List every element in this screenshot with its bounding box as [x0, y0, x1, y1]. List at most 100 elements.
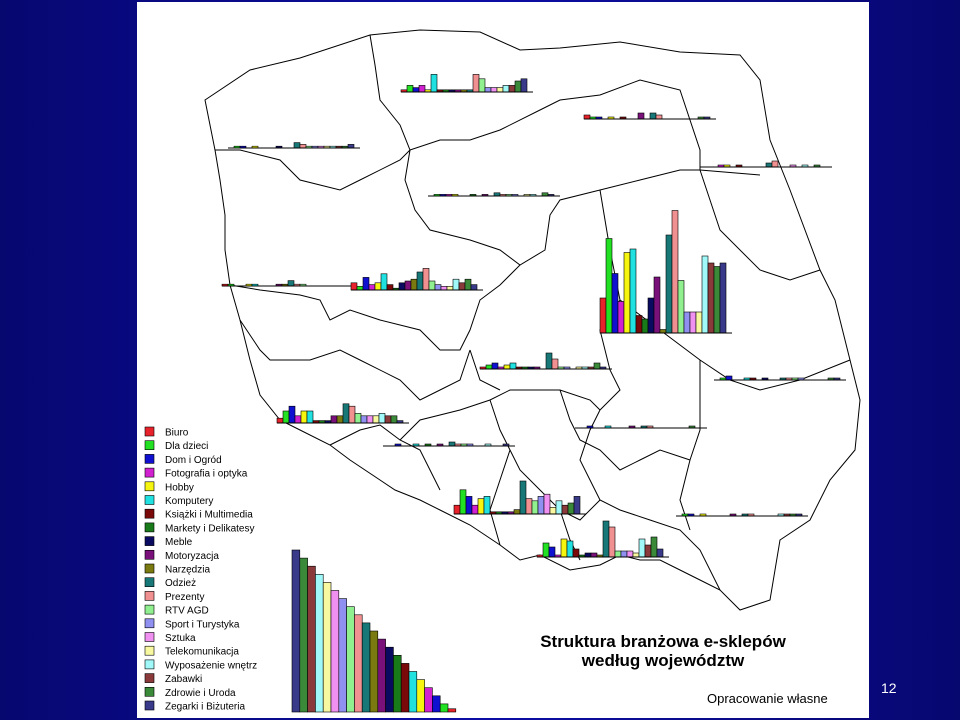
bar-warmińsko-mazurskie-0	[583, 114, 591, 120]
bar-dolnośląskie-1	[282, 410, 290, 424]
bar-małopolskie-15	[626, 550, 634, 558]
bar-podlaskie-11	[765, 162, 773, 168]
region-chart-lubuskie	[221, 280, 354, 287]
legend-label-0: Biuro	[165, 428, 189, 439]
bar-małopolskie-20	[656, 548, 664, 558]
region-chart-mazowieckie	[599, 210, 732, 334]
bar-pomorskie-18	[508, 85, 516, 93]
bar-wielkopolskie-17	[452, 278, 460, 291]
bar-zachodniopomorskie-20	[347, 144, 355, 149]
bar-małopolskie-12	[608, 526, 616, 558]
bar-wielkopolskie-14	[434, 284, 442, 291]
bar-małopolskie-4	[560, 538, 568, 558]
legend-label-12: Prezenty	[165, 592, 204, 603]
bar-mazowieckie-19	[713, 266, 721, 334]
region-chart-lubelskie	[714, 375, 846, 381]
staircase-bar-6	[338, 598, 347, 713]
legend-label-2: Dom i Ogród	[165, 455, 222, 466]
bar-zachodniopomorskie-12	[299, 144, 307, 149]
bar-pomorskie-3	[418, 85, 426, 93]
bar-pomorskie-5	[430, 74, 438, 93]
bar-wielkopolskie-1	[356, 286, 364, 291]
legend-staircase	[291, 549, 457, 713]
bar-śląskie-16	[549, 507, 557, 515]
slide-title: Struktura branżowa e-sklepów według woje…	[505, 632, 821, 670]
bar-mazowieckie-3	[617, 301, 625, 334]
legend-swatch-11	[144, 577, 155, 588]
legend-swatch-0	[144, 426, 155, 437]
staircase-bar-20	[447, 708, 457, 713]
bar-śląskie-3	[471, 504, 479, 515]
bar-pomorskie-16	[496, 87, 504, 93]
staircase-bar-12	[385, 646, 394, 713]
legend-swatch-17	[144, 659, 155, 670]
legend-label-8: Meble	[165, 537, 193, 548]
bar-łódzkie-5	[509, 362, 517, 370]
bar-wielkopolskie-3	[368, 284, 376, 291]
staircase-bar-18	[432, 695, 441, 713]
bar-dolnośląskie-15	[366, 415, 374, 424]
bar-pomorskie-12	[472, 74, 480, 93]
bar-mazowieckie-13	[677, 280, 685, 334]
bar-wielkopolskie-18	[458, 282, 466, 291]
bar-łódzkie-1	[485, 364, 493, 370]
bar-mazowieckie-15	[689, 311, 697, 334]
bar-dolnośląskie-19	[390, 415, 398, 424]
bar-łódzkie-12	[551, 358, 559, 370]
legend-label-3: Fotografia i optyka	[165, 469, 248, 480]
staircase-bar-1	[299, 557, 308, 713]
region-chart-śląskie	[453, 480, 586, 515]
bar-małopolskie-1	[542, 542, 550, 558]
bar-warmińsko-mazurskie-11	[649, 112, 657, 120]
region-chart-wielkopolskie	[350, 268, 483, 291]
bar-warmińsko-mazurskie-9	[637, 112, 645, 120]
legend-swatch-12	[144, 591, 155, 601]
legend-swatch-19	[144, 686, 155, 697]
bar-małopolskie-9	[590, 552, 598, 558]
bar-małopolskie-8	[584, 552, 592, 558]
bar-mazowieckie-2	[611, 273, 619, 334]
bar-śląskie-2	[465, 496, 473, 515]
bar-dolnośląskie-3	[294, 415, 302, 424]
staircase-bar-9	[361, 622, 371, 713]
staircase-bar-7	[346, 606, 355, 713]
legend-swatch-7	[144, 522, 155, 533]
bar-małopolskie-18	[644, 544, 652, 558]
bar-mazowieckie-12	[671, 210, 679, 334]
bar-mazowieckie-9	[653, 276, 661, 334]
region-chart-małopolskie	[536, 520, 669, 558]
legend-label-16: Telekomunikacja	[165, 647, 239, 658]
bar-śląskie-1	[459, 489, 467, 515]
bar-śląskie-5	[483, 496, 491, 515]
page-number: 12	[881, 680, 897, 696]
legend-label-6: Książki i Multimedia	[165, 510, 253, 521]
staircase-bar-4	[322, 582, 332, 713]
bar-wielkopolskie-5	[380, 273, 388, 291]
staircase-bar-3	[315, 573, 324, 713]
legend-swatch-20	[144, 700, 155, 711]
staircase-bar-5	[330, 590, 340, 713]
region-chart-zachodniopomorskie	[228, 142, 360, 149]
bar-pomorskie-20	[520, 78, 528, 93]
bar-podlaskie-12	[771, 160, 779, 168]
bar-wielkopolskie-6	[386, 284, 394, 291]
bar-mazowieckie-20	[719, 262, 727, 334]
bar-dolnośląskie-18	[384, 415, 392, 424]
bar-śląskie-17	[555, 500, 563, 515]
bar-łódzkie-4	[503, 364, 511, 370]
region-chart-łódzkie	[479, 352, 612, 370]
staircase-bar-14	[400, 663, 410, 713]
legend-label-4: Hobby	[165, 482, 194, 493]
bar-małopolskie-11	[602, 520, 610, 558]
bar-wielkopolskie-2	[362, 277, 370, 291]
region-chart-warmińsko-mazurskie	[583, 112, 716, 120]
bar-mazowieckie-5	[629, 248, 637, 334]
bar-śląskie-4	[477, 498, 485, 515]
bar-dolnośląskie-16	[372, 415, 380, 424]
voivodeship-borders	[204, 29, 861, 611]
bar-małopolskie-5	[566, 540, 574, 558]
legend-label-10: Narzędzia	[165, 565, 210, 576]
bar-wielkopolskie-10	[410, 278, 418, 291]
legend-swatch-2	[144, 454, 155, 464]
